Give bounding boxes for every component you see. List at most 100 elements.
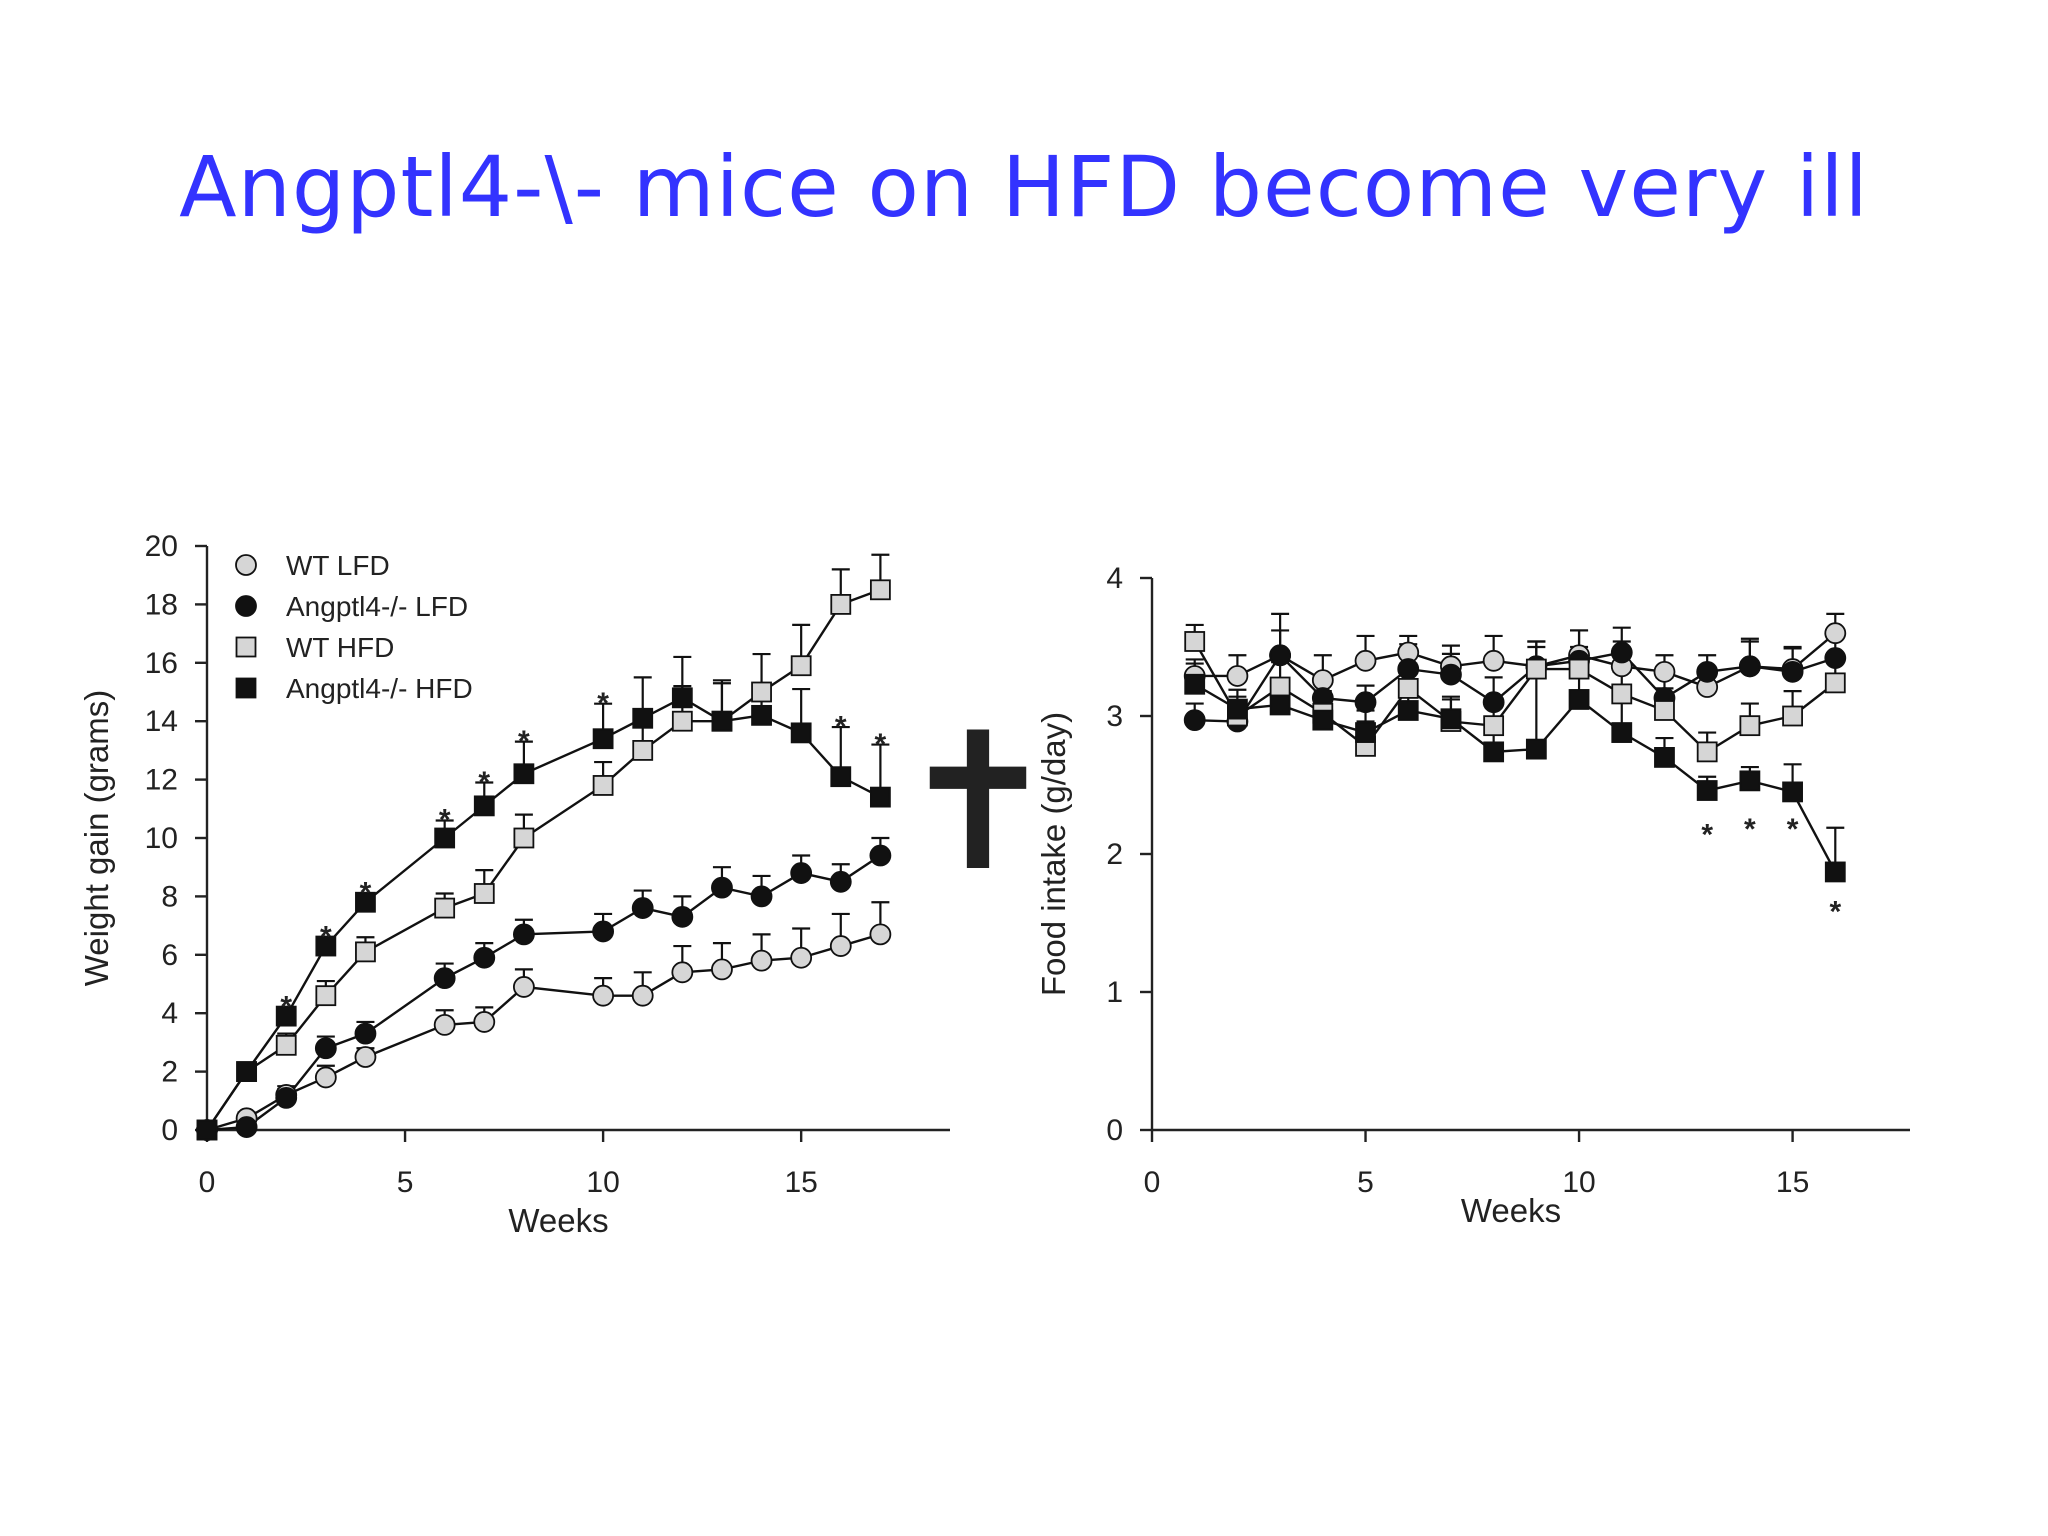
point-wt_hfd xyxy=(1739,715,1761,737)
point-wt_hfd xyxy=(1397,678,1419,699)
point-ko_lfd xyxy=(1183,709,1206,732)
point-ko_lfd xyxy=(473,946,496,969)
series-line-ko_lfd xyxy=(1194,651,1836,723)
point-ko_hfd xyxy=(1227,698,1248,720)
y-axis-label: Weight gain (grams) xyxy=(78,690,115,987)
y-tick-label: 8 xyxy=(161,880,178,913)
point-ko_lfd xyxy=(1440,663,1462,686)
series-line-wt_lfd xyxy=(1194,632,1837,689)
significance-asterisk: * xyxy=(320,921,332,954)
significance-asterisk: * xyxy=(1701,818,1713,851)
point-ko_hfd xyxy=(1440,708,1462,730)
point-wt_hfd xyxy=(1568,658,1590,680)
y-tick-label: 18 xyxy=(145,588,178,621)
significance-asterisk: * xyxy=(1787,813,1799,846)
point-ko_lfd xyxy=(512,923,535,946)
point-ko_lfd xyxy=(1482,691,1505,714)
point-wt_lfd xyxy=(869,923,892,946)
point-wt_hfd xyxy=(1824,672,1846,694)
point-ko_hfd xyxy=(869,786,891,808)
point-wt_lfd xyxy=(1653,660,1676,683)
legend-label-wt_hfd: WT HFD xyxy=(286,632,394,663)
point-ko_hfd xyxy=(1312,709,1334,731)
x-tick-label: 15 xyxy=(784,1166,817,1199)
point-wt_lfd xyxy=(433,1013,456,1036)
series-line-wt_hfd xyxy=(1193,640,1837,754)
point-ko_hfd xyxy=(355,891,376,913)
point-wt_lfd xyxy=(512,976,535,998)
point-wt_hfd xyxy=(830,594,852,615)
point-ko_lfd xyxy=(1354,691,1377,714)
point-ko_hfd xyxy=(1739,770,1761,792)
point-ko_lfd xyxy=(750,885,773,908)
significance-asterisk: * xyxy=(597,687,609,720)
x-tick-label: 10 xyxy=(586,1166,619,1199)
point-ko_hfd xyxy=(632,707,654,729)
point-wt_hfd xyxy=(1483,715,1505,737)
point-ko_hfd xyxy=(1355,722,1376,743)
point-ko_lfd xyxy=(1696,660,1719,683)
point-wt_hfd xyxy=(1269,676,1291,698)
point-wt_hfd xyxy=(751,681,772,703)
y-tick-label: 4 xyxy=(1106,562,1123,595)
significance-asterisk: * xyxy=(360,877,372,910)
point-ko_hfd xyxy=(1525,738,1547,760)
point-wt_hfd xyxy=(1525,658,1547,680)
point-wt_hfd xyxy=(315,985,337,1007)
point-wt_hfd xyxy=(632,740,654,761)
y-tick-label: 12 xyxy=(145,764,178,797)
chart-1: 0 2 4 6 8 10 12 14 16 18 20 0 5 10 15 Weeks Weight gain … xyxy=(78,530,1058,1239)
point-ko_hfd xyxy=(830,766,852,788)
point-ko_hfd xyxy=(275,1005,297,1027)
series-line-wt_lfd xyxy=(206,933,881,1132)
significance-asterisk: * xyxy=(1829,896,1841,929)
point-wt_hfd xyxy=(434,897,456,919)
point-ko_hfd xyxy=(671,687,693,709)
x-tick-label: 15 xyxy=(1776,1166,1809,1199)
point-ko_hfd xyxy=(1269,694,1291,716)
y-tick-label: 4 xyxy=(161,997,178,1030)
point-ko_lfd xyxy=(1269,644,1292,667)
legend: WT LFD Angptl4-/- LFD WT HFD Angptl4-/- HFD xyxy=(235,550,473,704)
significance-asterisk: * xyxy=(835,710,847,743)
legend-marker-ko_lfd xyxy=(235,595,257,617)
legend-label-ko_hfd: Angptl4-/- HFD xyxy=(286,673,473,704)
series-line-ko_hfd xyxy=(206,696,881,1131)
y-tick-label: 1 xyxy=(1106,976,1123,1009)
point-wt_hfd xyxy=(355,941,376,963)
point-ko_lfd xyxy=(1397,658,1420,680)
point-ko_hfd xyxy=(434,827,456,849)
point-ko_lfd xyxy=(314,1037,337,1060)
significance-asterisk: * xyxy=(439,804,451,837)
point-wt_lfd xyxy=(829,935,852,957)
point-ko_lfd xyxy=(1781,660,1804,683)
point-wt_lfd xyxy=(354,1046,377,1068)
point-ko_hfd xyxy=(1654,747,1675,768)
point-ko_lfd xyxy=(1824,647,1847,669)
series-line-ko_lfd xyxy=(206,854,882,1132)
series-line-wt_hfd xyxy=(206,588,881,1131)
point-wt_lfd xyxy=(671,961,694,984)
point-wt_hfd xyxy=(473,883,495,904)
x-tick-label: 5 xyxy=(1357,1166,1374,1199)
point-ko_hfd xyxy=(1568,689,1590,710)
y-tick-label: 0 xyxy=(161,1114,178,1147)
point-ko_hfd xyxy=(1824,861,1846,883)
point-ko_hfd xyxy=(196,1119,218,1141)
point-ko_hfd xyxy=(711,710,733,732)
point-ko_hfd xyxy=(751,704,772,726)
point-wt_hfd xyxy=(790,655,812,677)
y-tick-label: 6 xyxy=(161,939,178,972)
point-ko_lfd xyxy=(1738,655,1761,678)
point-wt_hfd xyxy=(513,827,535,849)
point-ko_hfd xyxy=(1397,700,1419,721)
x-tick-label: 5 xyxy=(397,1166,414,1199)
significance-asterisk: * xyxy=(478,766,490,799)
point-ko_lfd xyxy=(433,967,456,990)
point-wt_lfd xyxy=(711,958,733,981)
point-ko_hfd xyxy=(1184,673,1206,695)
x-tick-label: 0 xyxy=(199,1166,216,1199)
point-wt_lfd xyxy=(1354,649,1377,672)
y-tick-label: 14 xyxy=(145,705,178,738)
point-ko_lfd xyxy=(1610,641,1633,664)
